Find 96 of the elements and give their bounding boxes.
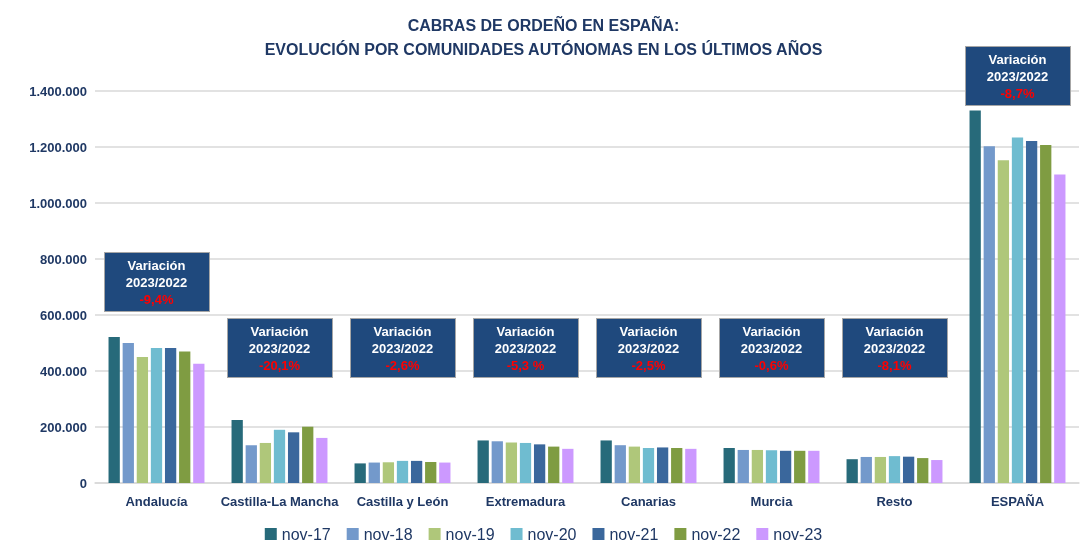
bar — [533, 444, 546, 483]
bar — [600, 440, 612, 483]
annotation: Variación 2023/2022 -8,1% — [863, 322, 926, 374]
bar — [548, 446, 560, 483]
y-tick-label: 1.400.000 — [29, 83, 87, 99]
bar — [751, 449, 764, 483]
annotation: Variación 2023/2022 -8,7% — [986, 50, 1049, 102]
bar — [491, 441, 503, 483]
x-tick-label: Castilla y León — [356, 494, 449, 509]
bar — [860, 456, 872, 483]
x-tick-label: Canarias — [621, 494, 676, 509]
annotation: Variación 2023/2022 -2,6% — [371, 322, 434, 374]
callout-box: Variación 2023/2022 -0,6% — [718, 318, 825, 378]
bar — [671, 448, 683, 483]
annotation: Variación 2023/2022 -0,6% — [740, 322, 803, 374]
bar — [439, 462, 451, 483]
x-tick-label: Extremadura — [485, 494, 567, 509]
bar — [193, 363, 205, 483]
bar — [765, 450, 778, 483]
bar — [874, 456, 887, 483]
legend-label: nov-17 — [281, 525, 331, 543]
bar — [737, 449, 749, 483]
x-tick-label: Murcia — [750, 494, 794, 509]
bar — [382, 462, 395, 483]
callout-box: Variación 2023/2022 -8,7% — [964, 46, 1071, 106]
bar — [969, 110, 981, 483]
bar — [846, 459, 858, 483]
bar — [302, 426, 314, 483]
bar — [983, 146, 995, 483]
callout-box: Variación 2023/2022 -20,1% — [226, 318, 333, 378]
bar — [396, 460, 409, 483]
y-tick-label: 200.000 — [40, 419, 87, 435]
callout-box: Variación 2023/2022 -8,1% — [841, 318, 948, 378]
bar — [245, 445, 257, 483]
annotation: Variación 2023/2022 -5,3 % — [494, 322, 557, 374]
chart-title: CABRAS DE ORDEÑO EN ESPAÑA: EVOLUCIÓN POR COMUNIDADES AUTÓNOMAS EN LOS ÚLTIMOS AÑOS — [264, 14, 823, 58]
y-tick-label: 1.000.000 — [29, 195, 87, 211]
bar — [628, 446, 641, 483]
bar — [808, 450, 820, 483]
bar — [642, 448, 655, 483]
bar — [917, 458, 929, 483]
legend-label: nov-23 — [773, 525, 823, 543]
bar — [1011, 137, 1024, 483]
bar — [316, 437, 328, 483]
y-tick-label: 400.000 — [40, 363, 87, 379]
callout-box: Variación 2023/2022 -2,6% — [349, 318, 456, 378]
bar — [685, 448, 697, 483]
bar — [354, 463, 366, 483]
x-tick-label: Resto — [876, 494, 913, 509]
bar — [779, 450, 792, 483]
bar — [368, 462, 380, 483]
legend-label: nov-21 — [609, 525, 659, 543]
bar — [614, 445, 626, 483]
bar — [519, 442, 532, 483]
bar — [902, 456, 915, 483]
bar — [108, 337, 120, 483]
callout-box: Variación 2023/2022 -5,3 % — [472, 318, 579, 378]
bar — [425, 462, 437, 483]
x-tick-label: ESPAÑA — [990, 494, 1045, 509]
bar — [287, 432, 300, 483]
y-tick-label: 1.200.000 — [29, 139, 87, 155]
bar — [179, 351, 191, 483]
bar — [136, 357, 149, 483]
x-tick-label: Andalucía — [125, 494, 189, 509]
bar — [231, 420, 243, 483]
bar — [656, 447, 669, 483]
legend-label: nov-20 — [527, 525, 577, 543]
annotation: Variación 2023/2022 -9,4% — [125, 256, 188, 308]
bar — [505, 442, 518, 483]
y-tick-label: 0 — [79, 475, 87, 491]
bar — [477, 440, 489, 483]
x-tick-label: Castilla-La Mancha — [220, 494, 340, 509]
annotation: Variación 2023/2022 -2,5% — [617, 322, 680, 374]
bar — [150, 348, 163, 483]
bar — [794, 450, 806, 483]
bar — [259, 442, 272, 483]
y-tick-label: 800.000 — [40, 251, 87, 267]
callout-box: Variación 2023/2022 -9,4% — [103, 252, 210, 313]
legend-label: nov-22 — [691, 525, 741, 543]
bar — [1054, 174, 1066, 483]
legend-label: nov-18 — [363, 525, 413, 543]
bar — [1025, 141, 1038, 483]
bar — [1040, 145, 1052, 483]
bar — [888, 456, 901, 483]
annotation: Variación 2023/2022 -20,1% — [248, 322, 311, 374]
bar — [931, 460, 943, 483]
bar — [562, 448, 574, 483]
bar — [410, 460, 423, 483]
callout-box: Variación 2023/2022 -2,5% — [595, 318, 702, 378]
y-tick-label: 600.000 — [40, 307, 87, 323]
bar — [723, 448, 735, 483]
bar — [273, 429, 286, 483]
bar — [122, 343, 134, 483]
legend-label: nov-19 — [445, 525, 495, 543]
bar — [997, 160, 1010, 483]
bar — [164, 348, 177, 483]
